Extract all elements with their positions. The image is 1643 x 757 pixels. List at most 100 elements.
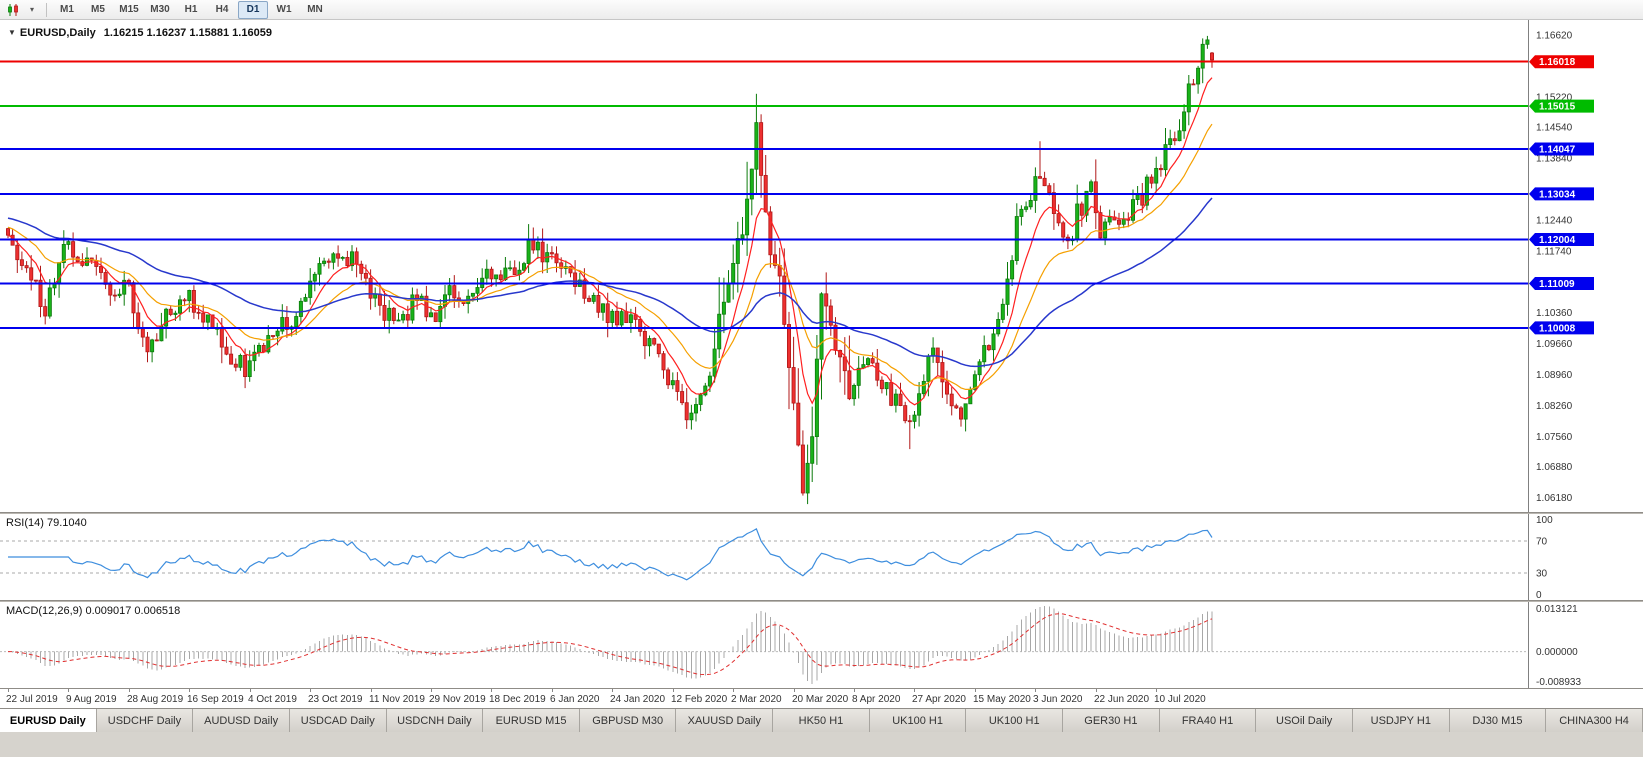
tab-ger30-h1[interactable]: GER30 H1 [1063, 709, 1160, 732]
price-tick: 1.11740 [1536, 247, 1572, 258]
timeframe-button-m15[interactable]: M15 [119, 4, 139, 15]
time-tick [68, 689, 69, 692]
chart-symbol-period: EURUSD,Daily [19, 27, 96, 39]
panel-resize-handle-rsi[interactable] [0, 512, 1643, 514]
tab-gbpusd-m30[interactable]: GBPUSD M30 [579, 709, 677, 732]
tab-xauusd-daily[interactable]: XAUUSD Daily [676, 709, 774, 732]
price-tick: 1.16620 [1536, 31, 1573, 42]
candlestick-chart-icon[interactable] [4, 2, 22, 18]
macd-signal-line [7, 613, 1213, 676]
price-tick: 1.10360 [1536, 308, 1573, 319]
tab-dj30-m15[interactable]: DJ30 M15 [1449, 709, 1547, 732]
date-label: 15 May 2020 [973, 694, 1031, 705]
svg-text:1.10008: 1.10008 [1539, 323, 1576, 334]
macd-tick: 0.013121 [1536, 604, 1578, 615]
time-tick [1156, 689, 1157, 692]
price-tick: 1.08260 [1536, 401, 1573, 412]
chart-ohlc-values: 1.16215 1.16237 1.15881 1.16059 [103, 27, 272, 39]
toolbar-separator [46, 2, 47, 17]
time-tick [733, 689, 734, 692]
price-tick: 1.09660 [1536, 339, 1573, 350]
main-chart-canvas[interactable]: 1.16620 1.15220 1.14540 1.13840 1.12440 1.117… [0, 20, 1643, 512]
price-axis[interactable]: 1.16620 1.15220 1.14540 1.13840 1.12440 1.117… [1528, 20, 1595, 512]
price-tag-1.10008: 1.10008 [1529, 321, 1594, 335]
timeframe-button-m30[interactable]: M30 [150, 4, 170, 15]
timeframe-button-d1[interactable]: D1 [238, 0, 268, 19]
tab-fra40-h1[interactable]: FRA40 H1 [1159, 709, 1257, 732]
date-label: 29 Nov 2019 [429, 694, 486, 705]
timeframe-button-m1[interactable]: M1 [60, 4, 74, 15]
timeframe-button-h1[interactable]: H1 [184, 4, 198, 15]
time-tick [250, 689, 251, 692]
price-tag-1.12004: 1.12004 [1529, 233, 1594, 246]
ma-medium-line [7, 123, 1213, 390]
price-tick: 1.07560 [1536, 432, 1573, 443]
price-tag-1.11009: 1.11009 [1529, 277, 1594, 290]
macd-panel-canvas[interactable]: 0.013121 0.000000 -0.008933 [0, 602, 1643, 688]
time-tick [371, 689, 372, 692]
time-axis[interactable]: 22 Jul 2019 9 Aug 2019 28 Aug 2019 16 Sep 2… [0, 688, 1643, 708]
time-tick [1096, 689, 1097, 692]
tab-usdcad-daily[interactable]: USDCAD Daily [289, 709, 387, 732]
price-tick: 1.15220 [1536, 93, 1573, 104]
date-label: 22 Jun 2020 [1094, 694, 1150, 705]
date-label: 12 Feb 2020 [671, 694, 728, 705]
tab-china300-h4[interactable]: CHINA300 H4 [1546, 709, 1643, 732]
date-label: 3 Jun 2020 [1033, 694, 1083, 705]
candles-layer [6, 35, 1215, 505]
dropdown-caret-icon[interactable]: ▾ [29, 5, 34, 14]
date-label: 2 Mar 2020 [731, 694, 782, 705]
timeframe-button-w1[interactable]: W1 [276, 4, 292, 15]
tab-uk100-h1[interactable]: UK100 H1 [869, 709, 967, 732]
tab-usdjpy-h1[interactable]: USDJPY H1 [1352, 709, 1450, 732]
macd-histogram [12, 606, 1213, 684]
date-label: 28 Aug 2019 [127, 694, 184, 705]
date-label: 8 Apr 2020 [852, 694, 901, 705]
price-tick: 1.14540 [1536, 123, 1573, 134]
horizontal-lines[interactable] [0, 60, 1528, 329]
panel-resize-handle-macd[interactable] [0, 600, 1643, 602]
macd-indicator-label: MACD(12,26,9) 0.009017 0.006518 [6, 605, 181, 617]
rsi-panel-canvas[interactable]: 100 70 30 0 [0, 514, 1643, 600]
chart-collapse-icon[interactable]: ▼ [8, 28, 16, 37]
macd-tick: 0.000000 [1536, 647, 1578, 658]
tab-eurusd-daily[interactable]: EURUSD Daily [0, 709, 97, 732]
ma-fast-line [7, 77, 1213, 406]
date-label: 18 Dec 2019 [489, 694, 546, 705]
date-label: 16 Sep 2019 [187, 694, 244, 705]
tab-usoil-daily[interactable]: USOil Daily [1256, 709, 1353, 732]
time-tick [975, 689, 976, 692]
chart-title: ▼ EURUSD,Daily 1.16215 1.16237 1.15881 1.1… [8, 27, 272, 39]
svg-text:1.16018: 1.16018 [1539, 57, 1576, 68]
time-tick [612, 689, 613, 692]
time-tick [552, 689, 553, 692]
timeframe-button-mn[interactable]: MN [307, 4, 323, 15]
svg-text:1.13034: 1.13034 [1539, 189, 1576, 200]
time-tick [794, 689, 795, 692]
svg-text:1.12004: 1.12004 [1539, 235, 1576, 246]
top-toolbar: ▾ M1 M5 M15 M30 H1 H4 D1 W1 MN [0, 0, 1643, 20]
price-tick: 1.06880 [1536, 462, 1573, 473]
price-tick: 1.06180 [1536, 493, 1573, 504]
time-tick [1035, 689, 1036, 692]
rsi-tick: 70 [1536, 537, 1548, 548]
time-tick [129, 689, 130, 692]
tab-eurusd-m15[interactable]: EURUSD M15 [483, 709, 580, 732]
price-tag-1.16018: 1.16018 [1529, 55, 1594, 69]
tab-hk50-h1[interactable]: HK50 H1 [773, 709, 870, 732]
date-label: 27 Apr 2020 [912, 694, 966, 705]
chart-tabs: EURUSD Daily USDCHF Daily AUDUSD Daily USDC… [0, 708, 1643, 732]
time-tick [8, 689, 9, 692]
tab-usdcnh-daily[interactable]: USDCNH Daily [386, 709, 484, 732]
timeframe-button-h4[interactable]: H4 [215, 4, 229, 15]
date-label: 10 Jul 2020 [1154, 694, 1206, 705]
price-tick: 1.12440 [1536, 216, 1573, 227]
time-tick [310, 689, 311, 692]
date-label: 23 Oct 2019 [308, 694, 363, 705]
tab-usdchf-daily[interactable]: USDCHF Daily [96, 709, 194, 732]
rsi-tick: 0 [1536, 590, 1542, 600]
tab-audusd-daily[interactable]: AUDUSD Daily [193, 709, 290, 732]
timeframe-button-m5[interactable]: M5 [91, 4, 105, 15]
svg-text:1.14047: 1.14047 [1539, 145, 1576, 156]
tab-uk100-h1[interactable]: UK100 H1 [966, 709, 1064, 732]
